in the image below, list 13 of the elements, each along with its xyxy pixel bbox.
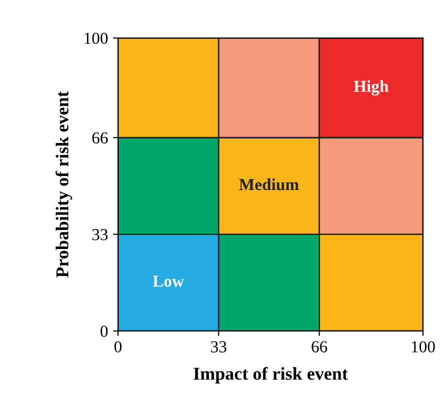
- data-label: Low: [152, 276, 184, 287]
- x-axis-title: Impact of risk event: [194, 366, 348, 384]
- y-tick-label: 66: [92, 132, 108, 144]
- y-tick-label: 33: [92, 229, 108, 240]
- data-label: Medium: [239, 178, 299, 190]
- x-tick-label: 0: [114, 341, 122, 352]
- y-tick-label: 100: [84, 32, 108, 44]
- x-tick-label: 33: [211, 341, 226, 352]
- x-tick-label: 100: [412, 341, 435, 352]
- y-axis-title: Probability of risk event: [56, 91, 72, 278]
- y-tick-label: 0: [100, 326, 108, 337]
- data-label: High: [354, 80, 388, 96]
- x-tick-label: 66: [312, 341, 328, 352]
